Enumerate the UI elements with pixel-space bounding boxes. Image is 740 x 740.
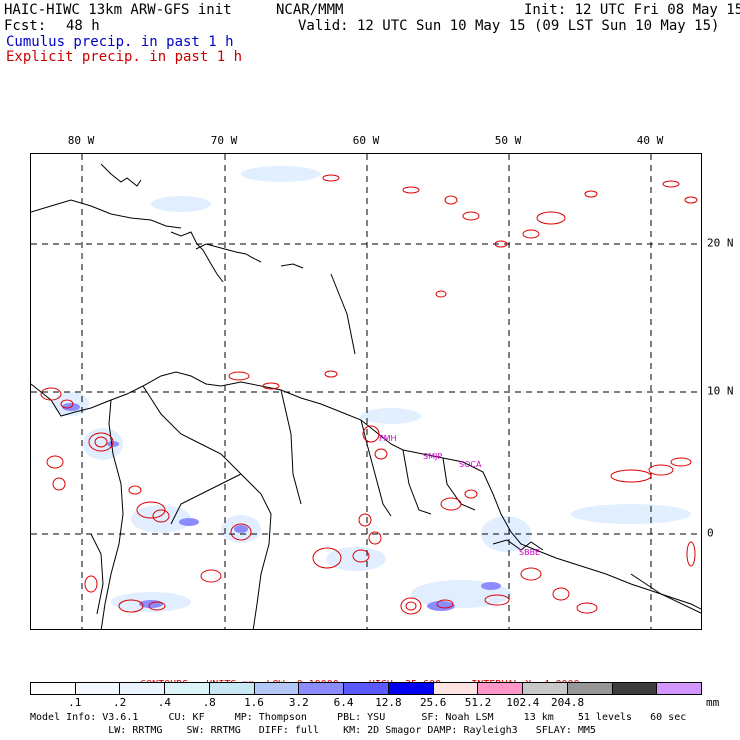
station-label-fmh: FMH [379,434,397,443]
colorbar-swatch [31,683,76,694]
colorbar-swatch [344,683,389,694]
colorbar [30,682,702,695]
cumulus-legend: Cumulus precip. in past 1 h [6,34,234,50]
colorbar-tick-label: 204.8 [551,696,585,709]
colorbar-tick-label: 6.4 [333,696,354,709]
colorbar-swatch [478,683,524,694]
colorbar-tick-label: 1.6 [244,696,264,709]
lon-label-40w: 40 W [636,134,664,147]
colorbar-tick-label: .2 [112,696,127,709]
init-time: Init: 12 UTC Fri 08 May 15 [524,2,740,18]
station-label-smjp: SMJP [423,452,443,461]
colorbar-tick-label: 3.2 [288,696,309,709]
colorbar-swatch [120,683,166,694]
colorbar-swatch [523,683,568,694]
footer-line-1: Model Info: V3.6.1 CU: KF MP: Thompson P… [30,712,687,723]
model-title: HAIC-HIWC 13km ARW-GFS init [4,2,232,18]
colorbar-swatch [254,683,300,694]
colorbar-swatch [612,683,658,694]
lat-label-0: 0 [707,526,714,540]
fcst-value: 48 h [66,18,100,34]
cumulus-precip-shading [53,166,691,612]
explicit-precip-contours [40,174,698,615]
org-label: NCAR/MMM [276,2,344,18]
colorbar-swatch [433,683,479,694]
colorbar-swatch [657,683,702,694]
lat-label-10n: 10 N [707,384,734,398]
colorbar-tick-label: 12.8 [375,696,402,709]
explicit-legend: Explicit precip. in past 1 h [6,49,243,65]
station-label-soca: SOCA [459,460,482,469]
colorbar-tick-label: 51.2 [464,696,492,709]
lon-label-60w: 60 W [352,134,380,147]
footer-line-2: LW: RRTMG SW: RRTMG DIFF: full KM: 2D Sm… [30,725,596,736]
colorbar-tick-label: .8 [202,696,216,709]
coastlines [31,163,701,629]
colorbar-swatch [75,683,121,694]
colorbar-swatch [567,683,613,694]
colorbar-tick-label: .1 [68,696,82,709]
colorbar-tick-label: .4 [157,696,172,709]
lon-label-50w: 50 W [494,134,522,147]
colorbar-swatch [209,683,255,694]
colorbar-tick-label: 102.4 [506,696,540,709]
station-label-sbbe: SBBE [519,548,541,557]
colorbar-swatch [165,683,210,694]
colorbar-swatch [388,683,434,694]
colorbar-tick-label: 25.6 [419,696,447,709]
lon-label-70w: 70 W [210,134,238,147]
fcst-label: Fcst: [4,18,47,34]
colorbar-unit: mm [706,696,720,709]
colorbar-swatch [299,683,345,694]
cumulus-precip-strong [62,403,501,611]
lon-label-80w: 80 W [67,134,95,147]
valid-time: Valid: 12 UTC Sun 10 May 15 (09 LST Sun … [298,18,720,34]
lat-label-20n: 20 N [707,236,734,250]
precip-map: FMH SMJP SOCA SBBE [30,153,702,630]
